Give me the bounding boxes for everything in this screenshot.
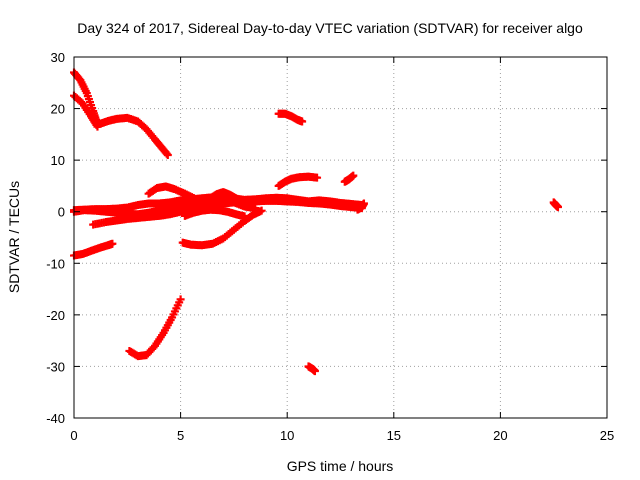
y-tick-label: -30 <box>46 359 65 374</box>
series-arc-6h-sweep <box>178 206 266 250</box>
y-tick-label: -40 <box>46 411 65 426</box>
series-arc-neg8 <box>70 239 117 260</box>
data-point <box>232 194 241 203</box>
data-points <box>70 68 562 376</box>
y-tick-label: 30 <box>51 50 65 65</box>
series-arc-5h-low-rise <box>180 205 249 221</box>
x-tick-label: 20 <box>493 428 507 443</box>
x-tick-label: 0 <box>70 428 77 443</box>
data-point <box>313 173 322 182</box>
y-tick-label: 20 <box>51 102 65 117</box>
series-arc-7h-bump <box>206 188 241 203</box>
series-arc-10h-mid <box>274 172 322 190</box>
data-point <box>349 171 358 180</box>
data-point <box>359 199 368 208</box>
data-point <box>553 203 562 212</box>
x-tick-label: 25 <box>600 428 614 443</box>
y-axis-ticks: -40 -30 -20 -10 0 10 20 30 <box>46 50 607 426</box>
x-axis-label: GPS time / hours <box>287 458 394 474</box>
series-band-dip <box>89 195 260 229</box>
x-tick-label: 5 <box>177 428 184 443</box>
series-arc-10h-high <box>274 109 307 126</box>
data-point <box>176 295 185 304</box>
series-arc-top-hump <box>95 113 172 159</box>
data-point <box>298 117 307 126</box>
data-point <box>257 206 266 215</box>
data-point <box>108 239 117 248</box>
x-axis-ticks: 0 5 10 15 20 25 <box>70 57 614 443</box>
y-tick-label: -20 <box>46 308 65 323</box>
x-tick-label: 15 <box>387 428 401 443</box>
data-point <box>310 367 319 376</box>
y-tick-label: 10 <box>51 153 65 168</box>
y-tick-label: -10 <box>46 256 65 271</box>
series-arc-neg28 <box>125 295 185 361</box>
series-arc-13h-end <box>353 199 368 214</box>
y-tick-label: 0 <box>58 205 65 220</box>
series-arc-neg30 <box>304 362 319 376</box>
series-arc-22h <box>549 198 562 212</box>
y-axis-label: SDTVAR / TECUs <box>6 181 22 293</box>
series-arc-13h <box>340 171 358 186</box>
plot-frame <box>73 56 608 419</box>
grid-lines <box>74 57 607 418</box>
x-tick-label: 10 <box>280 428 294 443</box>
chart-title: Day 324 of 2017, Sidereal Day-to-day VTE… <box>77 20 583 36</box>
data-point <box>163 150 172 159</box>
